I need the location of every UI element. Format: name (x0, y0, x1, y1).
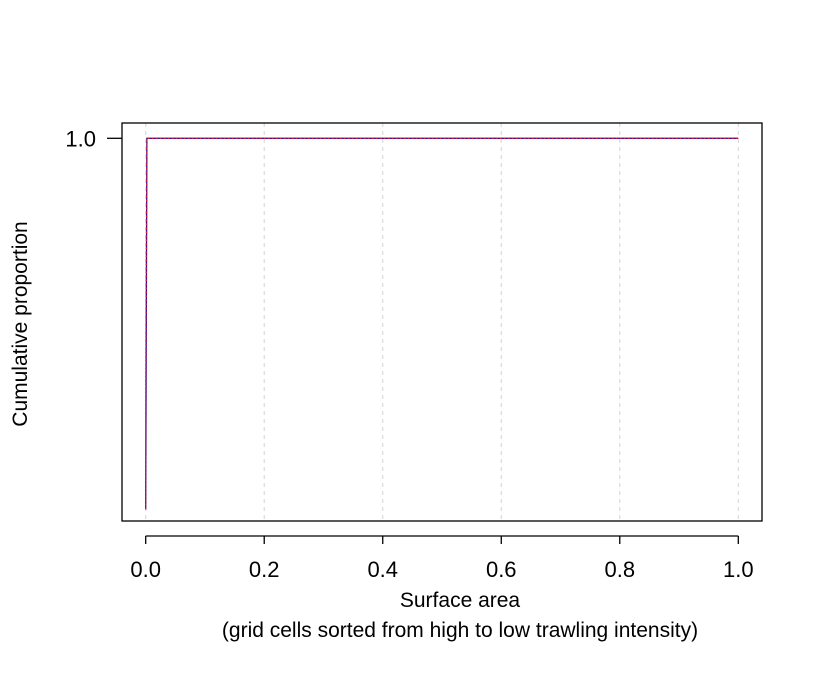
x-tick-label-3: 0.6 (486, 557, 517, 582)
plot-frame (121, 122, 763, 522)
x-axis: 0.0 0.2 0.4 0.6 0.8 1.0 (130, 535, 754, 582)
x-tick-label-1: 0.2 (249, 557, 280, 582)
y-tick-label-0: 1.0 (65, 126, 96, 151)
x-axis-label: Surface area (400, 589, 521, 612)
x-tick-label-0: 0.0 (130, 557, 161, 582)
x-tick-label-5: 1.0 (723, 557, 754, 582)
x-tick-label-2: 0.4 (367, 557, 398, 582)
y-axis: 1.0 (65, 126, 122, 151)
series-line-1 (145, 137, 739, 510)
series-layer (145, 137, 739, 510)
x-tick-label-4: 0.8 (604, 557, 635, 582)
y-axis-label: Cumulative proportion (9, 221, 32, 426)
series-line-0 (145, 137, 739, 510)
grid-lines (145, 123, 739, 521)
x-axis-sublabel: (grid cells sorted from high to low traw… (222, 619, 698, 642)
